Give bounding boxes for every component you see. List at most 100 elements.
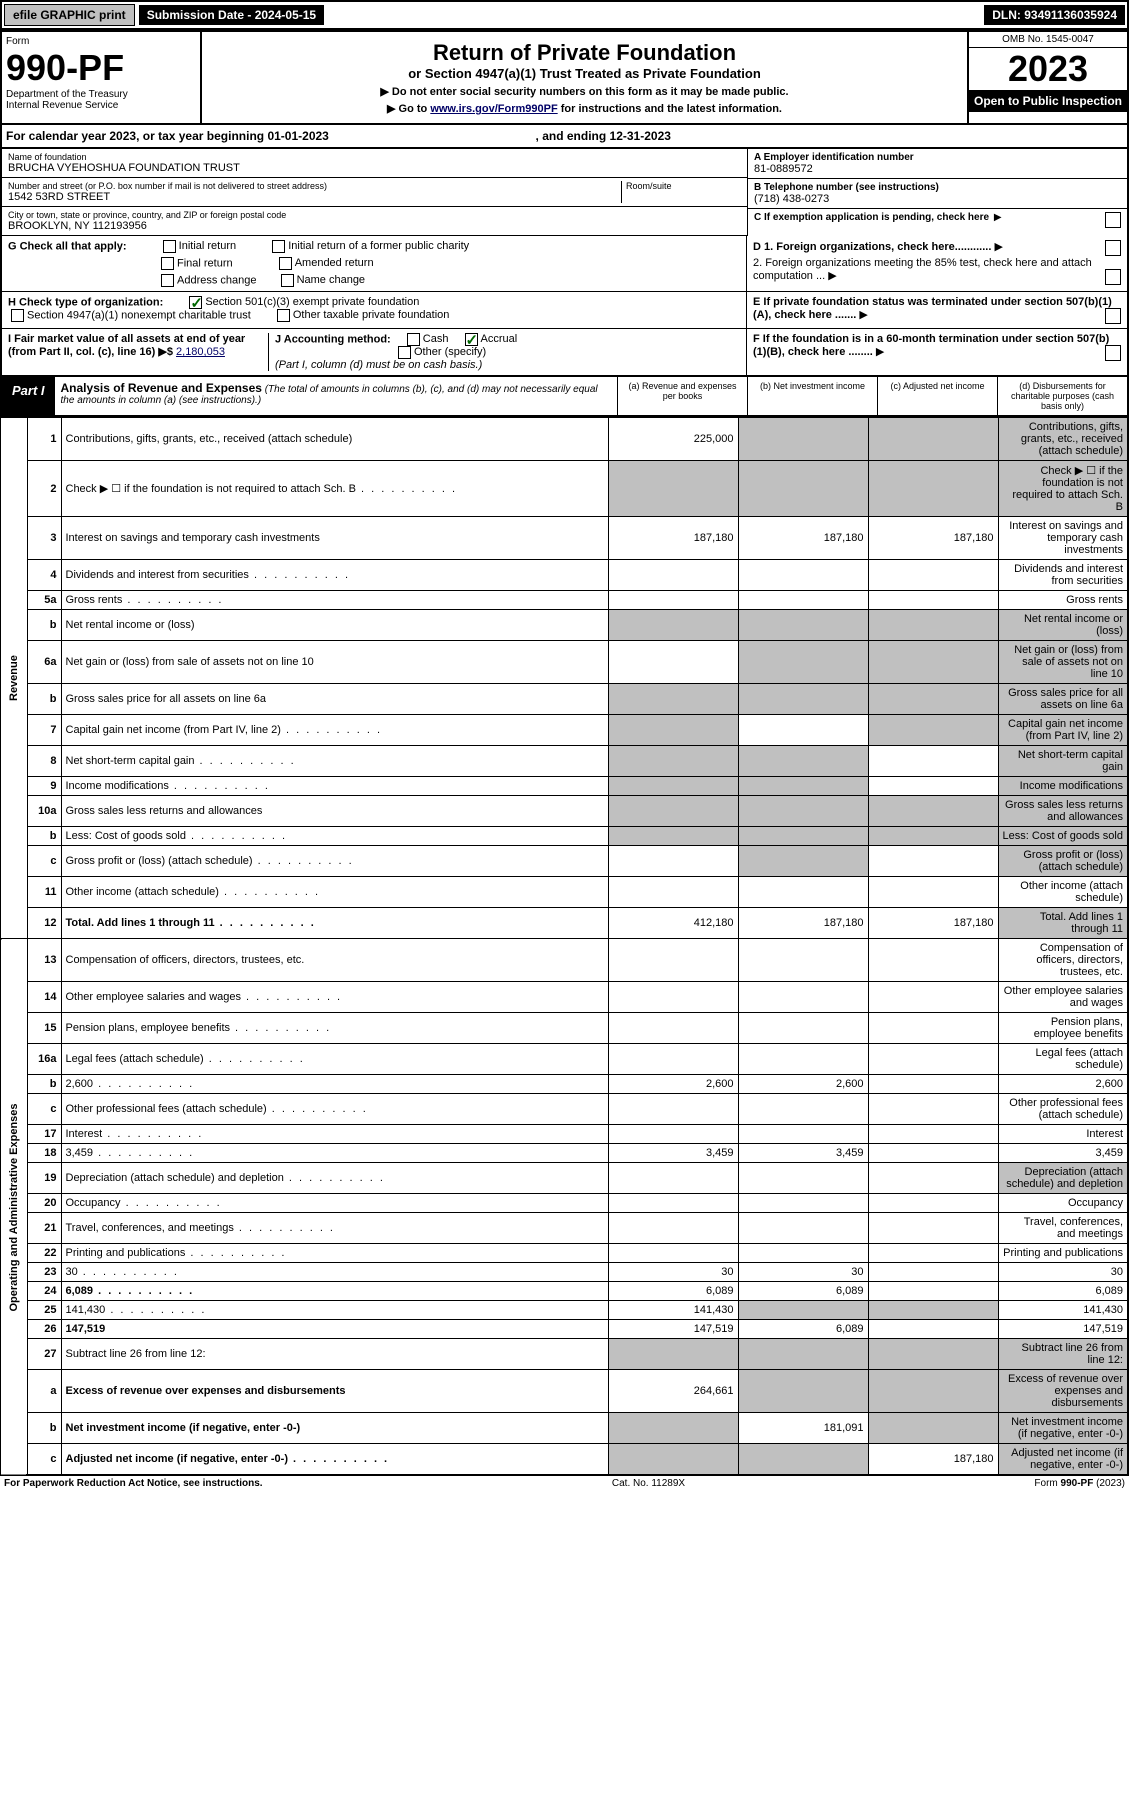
efile-button[interactable]: efile GRAPHIC print — [4, 4, 135, 26]
check-section: G Check all that apply: Initial return I… — [0, 236, 1129, 377]
amount-cell: 6,089 — [608, 1282, 738, 1301]
amount-cell — [608, 1044, 738, 1075]
col-c-header: (c) Adjusted net income — [877, 377, 997, 415]
table-row: bNet rental income or (loss)Net rental i… — [1, 610, 1128, 641]
other-taxable-checkbox[interactable] — [277, 309, 290, 322]
amount-cell — [868, 1213, 998, 1244]
line-number: c — [27, 1094, 61, 1125]
amount-cell — [868, 1144, 998, 1163]
table-row: cGross profit or (loss) (attach schedule… — [1, 846, 1128, 877]
fmv-value: 2,180,053 — [176, 346, 225, 358]
501c3-checkbox[interactable] — [189, 296, 202, 309]
amount-cell — [608, 1244, 738, 1263]
line-description: Dividends and interest from securities — [61, 560, 608, 591]
amount-cell — [738, 777, 868, 796]
line-number: 9 — [27, 777, 61, 796]
e-label: E If private foundation status was termi… — [753, 296, 1112, 321]
4947-checkbox[interactable] — [11, 309, 24, 322]
d2-checkbox[interactable] — [1105, 269, 1121, 285]
amount-cell — [608, 715, 738, 746]
name-change-checkbox[interactable] — [281, 274, 294, 287]
line-description: Interest on savings and temporary cash i… — [61, 517, 608, 560]
amount-cell — [868, 982, 998, 1013]
amount-cell — [738, 1339, 868, 1370]
room-label: Room/suite — [626, 181, 741, 191]
line-number: 1 — [27, 418, 61, 461]
line-number: 16a — [27, 1044, 61, 1075]
line-description: Adjusted net income (if negative, enter … — [61, 1444, 608, 1476]
line-description: Net rental income or (loss) — [61, 610, 608, 641]
amount-cell: 30 — [608, 1263, 738, 1282]
line-description: Legal fees (attach schedule) — [61, 1044, 608, 1075]
line-number: 10a — [27, 796, 61, 827]
amount-cell — [738, 684, 868, 715]
line-number: c — [27, 1444, 61, 1476]
revenue-side-label: Revenue — [1, 418, 27, 939]
address-change-checkbox[interactable] — [161, 274, 174, 287]
form-number: 990-PF — [6, 47, 196, 89]
amount-cell: 3,459 — [998, 1144, 1128, 1163]
amount-cell: Other professional fees (attach schedule… — [998, 1094, 1128, 1125]
table-row: 5aGross rentsGross rents — [1, 591, 1128, 610]
city-state-zip: BROOKLYN, NY 112193956 — [8, 220, 741, 232]
cash-checkbox[interactable] — [407, 333, 420, 346]
amount-cell: 6,089 — [738, 1320, 868, 1339]
table-row: 22Printing and publicationsPrinting and … — [1, 1244, 1128, 1263]
line-description: Gross sales price for all assets on line… — [61, 684, 608, 715]
table-row: 183,4593,4593,4593,459 — [1, 1144, 1128, 1163]
line-description: Travel, conferences, and meetings — [61, 1213, 608, 1244]
d2-label: 2. Foreign organizations meeting the 85%… — [753, 257, 1092, 282]
amount-cell: 2,600 — [608, 1075, 738, 1094]
amount-cell: Depreciation (attach schedule) and deple… — [998, 1163, 1128, 1194]
amount-cell — [608, 684, 738, 715]
amount-cell: Gross rents — [998, 591, 1128, 610]
table-row: 7Capital gain net income (from Part IV, … — [1, 715, 1128, 746]
table-row: 11Other income (attach schedule)Other in… — [1, 877, 1128, 908]
line-description: Total. Add lines 1 through 11 — [61, 908, 608, 939]
other-method-checkbox[interactable] — [398, 346, 411, 359]
amount-cell: 187,180 — [738, 517, 868, 560]
e-checkbox[interactable] — [1105, 308, 1121, 324]
amount-cell: 187,180 — [868, 517, 998, 560]
j-label: J Accounting method: — [275, 333, 391, 345]
line-number: 23 — [27, 1263, 61, 1282]
line-description: Net short-term capital gain — [61, 746, 608, 777]
table-row: 8Net short-term capital gainNet short-te… — [1, 746, 1128, 777]
line-description: Interest — [61, 1125, 608, 1144]
line-number: 13 — [27, 939, 61, 982]
amount-cell — [738, 827, 868, 846]
initial-return-checkbox[interactable] — [163, 240, 176, 253]
table-row: 2Check ▶ ☐ if the foundation is not requ… — [1, 461, 1128, 517]
g-label: G Check all that apply: — [8, 240, 127, 252]
initial-former-checkbox[interactable] — [272, 240, 285, 253]
amount-cell — [868, 1339, 998, 1370]
amount-cell: 6,089 — [738, 1282, 868, 1301]
amount-cell — [738, 715, 868, 746]
line-description: Excess of revenue over expenses and disb… — [61, 1370, 608, 1413]
accrual-checkbox[interactable] — [465, 333, 478, 346]
exemption-checkbox[interactable] — [1105, 212, 1121, 228]
line-number: 3 — [27, 517, 61, 560]
amount-cell: Net rental income or (loss) — [998, 610, 1128, 641]
amount-cell: 6,089 — [998, 1282, 1128, 1301]
amended-return-checkbox[interactable] — [279, 257, 292, 270]
amount-cell: Total. Add lines 1 through 11 — [998, 908, 1128, 939]
line-description: Net gain or (loss) from sale of assets n… — [61, 641, 608, 684]
irs-link[interactable]: www.irs.gov/Form990PF — [430, 103, 557, 115]
amount-cell: Net gain or (loss) from sale of assets n… — [998, 641, 1128, 684]
tax-year: 2023 — [969, 48, 1127, 90]
line-description: 30 — [61, 1263, 608, 1282]
omb-number: OMB No. 1545-0047 — [969, 32, 1127, 48]
amount-cell: 225,000 — [608, 418, 738, 461]
col-a-header: (a) Revenue and expenses per books — [617, 377, 747, 415]
f-checkbox[interactable] — [1105, 345, 1121, 361]
table-row: b2,6002,6002,6002,600 — [1, 1075, 1128, 1094]
amount-cell — [738, 1301, 868, 1320]
d1-label: D 1. Foreign organizations, check here..… — [753, 241, 991, 253]
line-number: 17 — [27, 1125, 61, 1144]
amount-cell: 147,519 — [998, 1320, 1128, 1339]
d1-checkbox[interactable] — [1105, 240, 1121, 256]
final-return-checkbox[interactable] — [161, 257, 174, 270]
amount-cell: Excess of revenue over expenses and disb… — [998, 1370, 1128, 1413]
amount-cell: Gross sales less returns and allowances — [998, 796, 1128, 827]
